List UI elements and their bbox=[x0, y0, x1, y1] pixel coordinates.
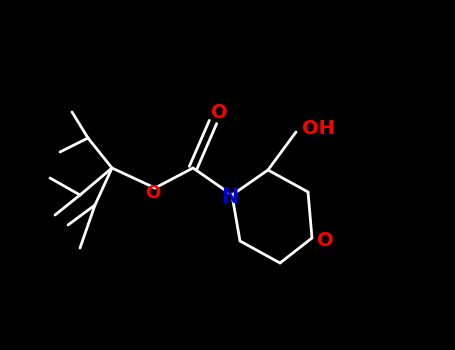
Text: O: O bbox=[317, 231, 334, 250]
Text: O: O bbox=[211, 103, 228, 121]
Text: N: N bbox=[221, 187, 239, 207]
Text: OH: OH bbox=[302, 119, 334, 138]
Text: O: O bbox=[146, 184, 161, 202]
